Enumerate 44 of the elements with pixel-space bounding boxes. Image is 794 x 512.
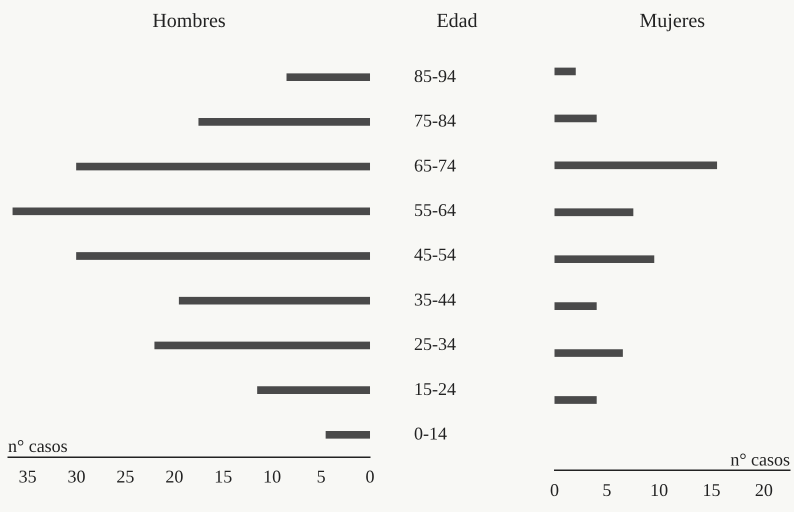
- x-tick-label: 20: [754, 480, 773, 500]
- bar: [178, 296, 370, 305]
- bar: [257, 386, 370, 394]
- x-tick-label: 30: [67, 466, 86, 487]
- bar: [554, 68, 576, 76]
- y-tick-label: 55-64: [414, 200, 456, 220]
- bar: [76, 252, 370, 260]
- bar: [554, 114, 597, 122]
- x-axis-title: n° casos: [730, 449, 790, 470]
- bar: [554, 349, 623, 357]
- chart-title: Hombres: [152, 10, 226, 32]
- x-axis-title: n° casos: [8, 436, 68, 456]
- x-tick-label: 35: [18, 466, 37, 487]
- chart-title: Mujeres: [639, 10, 706, 32]
- bar: [12, 207, 370, 216]
- y-tick-label: 85-94: [414, 66, 456, 86]
- bar: [154, 342, 370, 350]
- bar: [554, 396, 597, 404]
- y-tick-label: 0-14: [414, 424, 448, 444]
- bar: [554, 302, 597, 310]
- x-tick-label: 15: [214, 466, 232, 487]
- bar: [286, 73, 370, 81]
- x-tick-label: 20: [165, 466, 184, 487]
- y-tick-label: 35-44: [414, 289, 456, 310]
- y-tick-label: 15-24: [414, 378, 456, 399]
- bar: [554, 162, 718, 170]
- x-tick-label: 0: [366, 466, 375, 487]
- bar: [198, 118, 370, 126]
- x-tick-label: 10: [263, 466, 282, 487]
- x-tick-label: 0: [550, 480, 559, 500]
- y-tick-label: 25-34: [414, 334, 456, 354]
- x-tick-label: 25: [116, 466, 134, 487]
- bar: [554, 255, 654, 264]
- y-axis-title: Edad: [436, 10, 478, 32]
- x-tick-label: 10: [650, 480, 668, 500]
- y-tick-label: 65-74: [414, 155, 456, 176]
- bar: [554, 208, 634, 216]
- bar: [326, 431, 370, 439]
- x-tick-label: 5: [316, 466, 326, 487]
- y-tick-label: 75-84: [414, 110, 456, 131]
- bar: [76, 162, 370, 170]
- x-tick-label: 5: [602, 480, 612, 500]
- y-tick-label: 45-54: [414, 244, 456, 265]
- x-tick-label: 15: [702, 480, 720, 500]
